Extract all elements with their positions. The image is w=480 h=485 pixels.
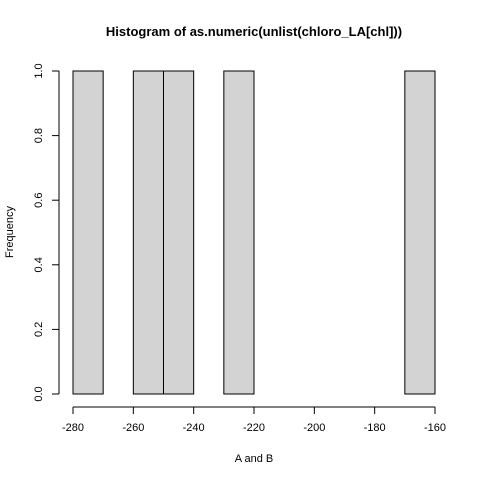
y-axis-label: Frequency — [4, 206, 16, 258]
x-tick-label: -200 — [303, 422, 325, 434]
x-tick-label: -160 — [424, 422, 446, 434]
y-axis: 0.0 0.2 0.4 0.6 0.8 1.0 — [33, 63, 60, 402]
histogram-bar — [72, 70, 104, 395]
y-tick-label: 0.8 — [33, 128, 45, 143]
y-tick-label: 0.0 — [33, 386, 45, 401]
y-tick-label: 0.2 — [33, 322, 45, 337]
x-axis: -280 -260 -240 -220 -200 -180 -160 — [62, 406, 446, 434]
x-axis-label: A and B — [235, 453, 274, 465]
histogram-bar — [404, 70, 436, 395]
x-tick-label: -260 — [122, 422, 144, 434]
chart-title: Histogram of as.numeric(unlist(chloro_LA… — [106, 24, 402, 39]
histogram-bar — [223, 70, 255, 395]
x-tick-label: -180 — [364, 422, 386, 434]
y-tick-label: 1.0 — [33, 63, 45, 78]
bars-layer — [72, 70, 436, 395]
y-tick-label: 0.6 — [33, 193, 45, 208]
histogram-bar — [163, 70, 195, 395]
y-tick-label: 0.4 — [33, 257, 45, 272]
histogram-bar — [132, 70, 164, 395]
x-tick-label: -240 — [183, 422, 205, 434]
x-tick-label: -220 — [243, 422, 265, 434]
x-tick-label: -280 — [62, 422, 84, 434]
